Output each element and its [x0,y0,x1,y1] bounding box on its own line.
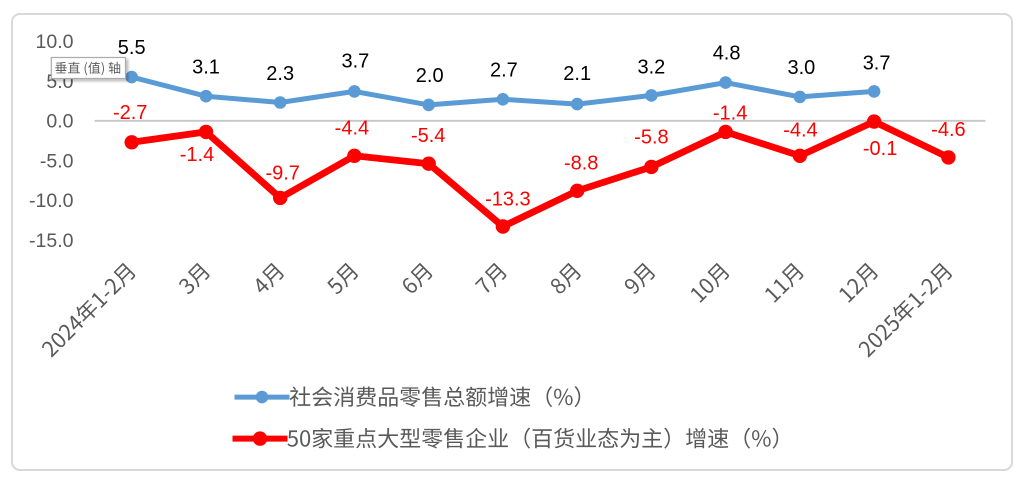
svg-text:-0.1: -0.1 [863,138,897,160]
svg-text:-4.4: -4.4 [335,118,369,140]
svg-text:2.7: 2.7 [490,60,518,82]
svg-text:0.0: 0.0 [46,111,73,133]
svg-text:-5.8: -5.8 [634,127,668,149]
svg-text:10.0: 10.0 [36,31,74,53]
svg-text:-5.0: -5.0 [40,150,74,172]
svg-text:-8.8: -8.8 [564,153,598,175]
svg-text:5.5: 5.5 [118,37,146,59]
svg-text:3.7: 3.7 [863,53,891,75]
svg-text:-5.4: -5.4 [411,125,445,147]
svg-text:-1.4: -1.4 [713,103,747,125]
svg-text:2.1: 2.1 [563,63,591,85]
svg-text:-15.0: -15.0 [29,230,74,252]
svg-text:-2.7: -2.7 [113,102,147,124]
svg-text:-1.4: -1.4 [180,144,214,166]
svg-text:-9.7: -9.7 [265,163,299,185]
svg-text:3.0: 3.0 [787,57,815,79]
svg-text:-10.0: -10.0 [29,190,74,212]
svg-text:-4.6: -4.6 [931,119,965,141]
svg-text:-4.4: -4.4 [783,120,817,142]
svg-text:2.0: 2.0 [416,65,444,87]
svg-text:3.7: 3.7 [341,51,369,73]
svg-text:4.8: 4.8 [713,42,741,64]
svg-text:-13.3: -13.3 [485,189,531,211]
svg-text:3.2: 3.2 [637,57,665,79]
svg-text:3.1: 3.1 [192,56,220,78]
svg-text:2.3: 2.3 [266,63,294,85]
